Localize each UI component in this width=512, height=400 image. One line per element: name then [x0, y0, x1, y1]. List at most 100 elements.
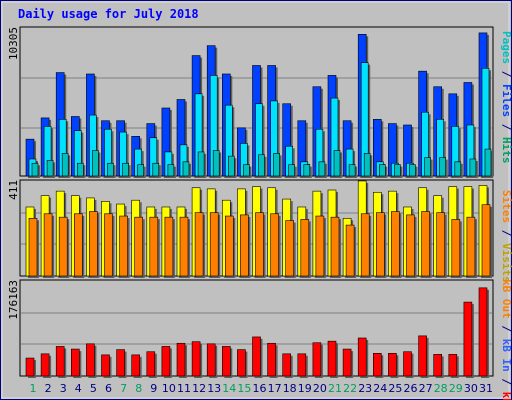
day-label-11: 11 [177, 382, 191, 395]
pages-bar-24 [378, 164, 386, 177]
pages-bar-17 [273, 153, 280, 177]
day-label-4: 4 [75, 382, 82, 395]
legend-kbin: kB In [500, 339, 512, 372]
kbf-bar-15 [237, 349, 246, 377]
sites-bar-23 [360, 213, 370, 277]
pages-bar-10 [167, 164, 175, 177]
kbf-bar-29 [448, 354, 458, 377]
kbf-bar-26 [403, 351, 412, 377]
kbf-bar-4 [71, 348, 80, 377]
day-labels: 1 2 3 4 5 6 7 8 9 10 11 12 13 14 15 16 17 18 19 20 21 22 23 24 2… [30, 382, 494, 395]
legend-sep-2: / [500, 117, 512, 137]
sites-bar-18 [285, 220, 295, 277]
day-label-9: 9 [150, 382, 157, 395]
pages-bar-26 [409, 164, 416, 177]
sites-bar-17 [270, 213, 279, 277]
legend-sep-4: / [500, 319, 512, 339]
sites-bar-25 [391, 211, 400, 277]
kbf-bar-25 [388, 352, 397, 377]
sites-bar-8 [134, 216, 143, 277]
legend-visits: Visits [500, 243, 512, 283]
kbf-bar-1 [25, 357, 35, 377]
day-label-24: 24 [373, 382, 387, 395]
kbf-bar-11 [176, 342, 186, 377]
pages-bar-25 [394, 164, 401, 177]
sites-bar-4 [74, 213, 83, 277]
legend-sep-1: / [500, 64, 512, 84]
sites-bar-26 [406, 214, 415, 277]
kbf-bar-6 [101, 354, 110, 377]
kbf-bar-21 [327, 340, 337, 377]
sites-bar-6 [104, 213, 113, 277]
kbf-bar-16 [252, 336, 261, 377]
day-label-10: 10 [162, 382, 176, 395]
sites-bar-13 [209, 212, 219, 277]
day-label-14: 14 [222, 382, 236, 395]
sites-legend: Sites / Visits [500, 190, 512, 283]
day-label-13: 13 [207, 382, 221, 395]
sites-bar-30 [466, 216, 476, 277]
sites-bar-31 [481, 204, 491, 277]
sites-bar-3 [58, 216, 68, 277]
pages-bar-15 [243, 164, 250, 177]
day-label-23: 23 [358, 382, 372, 395]
day-label-30: 30 [464, 382, 478, 395]
pages-bar-8 [137, 164, 144, 177]
legend-sep-5: / [500, 372, 512, 392]
kbf-bar-22 [342, 348, 352, 377]
kbytes-y-max-label: 176163 [7, 280, 20, 320]
sites-bar-5 [89, 211, 98, 277]
chart-title: Daily usage for July 2018 [18, 7, 199, 21]
pages-bar-6 [107, 162, 114, 177]
sites-bar-22 [345, 224, 355, 277]
sites-bar-9 [149, 216, 159, 277]
day-label-22: 22 [343, 382, 357, 395]
pages-bar-9 [152, 162, 160, 177]
pages-bar-21 [333, 150, 341, 177]
pages-bar-23 [363, 153, 371, 177]
kbf-bar-10 [161, 346, 171, 377]
sites-bar-16 [255, 212, 264, 277]
pages-bar-14 [228, 155, 235, 177]
legend-kbf: kB F [500, 392, 512, 400]
sites-y-max-label: 411 [7, 180, 20, 200]
pages-bar-27 [424, 157, 431, 177]
kbf-bar-5 [86, 343, 95, 377]
legend-files: Files [500, 84, 512, 117]
kbf-bar-20 [312, 342, 322, 377]
kbf-bar-8 [131, 354, 140, 377]
sites-bar-24 [375, 212, 385, 277]
day-label-28: 28 [434, 382, 448, 395]
pages-bar-16 [258, 154, 265, 177]
pages-bar-5 [92, 150, 99, 177]
day-label-18: 18 [283, 382, 297, 395]
kbf-bar-2 [40, 353, 50, 377]
day-label-6: 6 [105, 382, 112, 395]
day-label-7: 7 [120, 382, 127, 395]
sites-bar-1 [28, 217, 38, 277]
pages-bar-7 [122, 162, 129, 177]
sites-bar-29 [451, 219, 461, 277]
sites-bar-14 [225, 215, 234, 277]
kbf-bar-30 [463, 301, 473, 377]
kbf-bar-28 [433, 354, 443, 377]
legend-hits: Hits [500, 137, 512, 164]
day-label-17: 17 [268, 382, 282, 395]
pages-bar-13 [212, 150, 220, 177]
day-label-1: 1 [30, 382, 37, 395]
day-label-16: 16 [253, 382, 267, 395]
chart-bars [21, 32, 493, 378]
kbf-bar-3 [55, 346, 65, 377]
kbf-bar-24 [372, 352, 382, 377]
pages-bar-31 [484, 148, 492, 177]
legend-pages: Pages [500, 31, 512, 64]
sites-bar-10 [164, 216, 174, 277]
sites-bar-21 [330, 216, 340, 277]
day-label-2: 2 [45, 382, 52, 395]
kbytes-legend: kB Out / kB In / kB F [500, 279, 512, 400]
sites-bar-20 [315, 215, 325, 277]
pages-bar-4 [77, 162, 84, 177]
day-label-3: 3 [60, 382, 67, 395]
day-label-5: 5 [90, 382, 97, 395]
